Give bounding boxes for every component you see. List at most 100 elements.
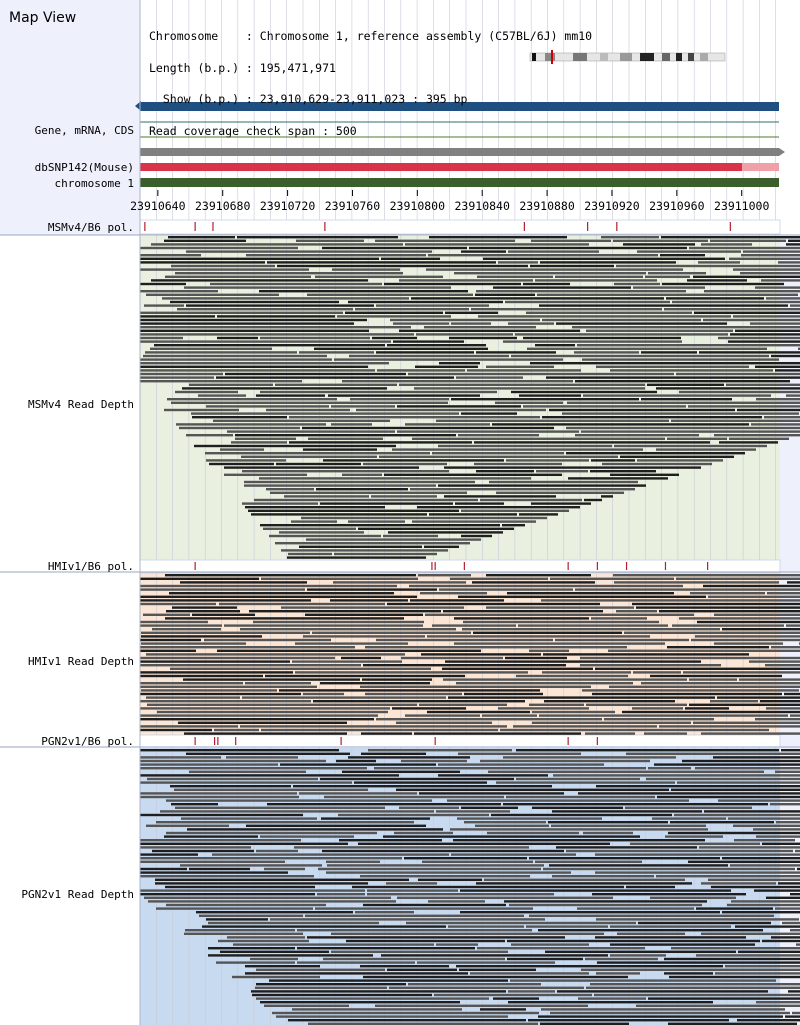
sequence-read bbox=[302, 426, 554, 430]
sequence-read bbox=[246, 254, 426, 257]
sequence-read bbox=[166, 903, 326, 907]
sequence-read bbox=[486, 574, 591, 577]
sequence-read bbox=[144, 896, 391, 899]
sequence-read bbox=[591, 617, 647, 620]
sequence-read bbox=[251, 513, 427, 516]
sequence-read bbox=[387, 968, 457, 971]
sequence-read bbox=[542, 416, 762, 419]
sequence-read bbox=[549, 408, 735, 412]
sequence-read bbox=[516, 674, 628, 678]
sequence-read bbox=[326, 860, 380, 863]
sequence-read bbox=[409, 584, 683, 588]
sequence-read bbox=[275, 383, 397, 386]
sequence-read bbox=[140, 893, 315, 896]
sequence-read bbox=[294, 846, 529, 849]
sequence-read bbox=[167, 398, 337, 401]
sequence-read bbox=[333, 581, 466, 584]
sequence-read bbox=[574, 351, 639, 354]
sequence-read bbox=[151, 279, 368, 282]
sequence-read bbox=[206, 918, 268, 921]
sequence-read bbox=[140, 813, 303, 817]
sequence-read bbox=[296, 239, 364, 242]
sequence-read bbox=[192, 613, 255, 616]
sequence-read bbox=[626, 752, 800, 755]
sequence-read bbox=[156, 907, 313, 910]
sequence-read bbox=[288, 552, 332, 556]
sequence-read bbox=[140, 372, 223, 376]
sequence-read bbox=[698, 261, 740, 264]
sequence-read bbox=[140, 774, 399, 777]
sequence-read bbox=[552, 810, 702, 813]
sequence-read bbox=[523, 282, 570, 286]
pol-strip bbox=[139, 219, 781, 235]
sequence-read bbox=[140, 257, 379, 260]
sequence-read bbox=[453, 839, 705, 842]
sequence-read bbox=[312, 631, 471, 634]
sequence-read bbox=[420, 592, 487, 595]
sequence-read bbox=[220, 950, 329, 953]
sequence-read bbox=[232, 975, 320, 979]
sequence-read bbox=[516, 749, 779, 752]
sequence-read bbox=[438, 774, 548, 777]
sequence-read bbox=[727, 903, 800, 907]
sequence-read bbox=[715, 972, 800, 975]
sequence-read bbox=[272, 1011, 539, 1015]
sequence-read bbox=[641, 351, 697, 354]
sequence-read bbox=[503, 340, 682, 343]
sequence-read bbox=[790, 304, 800, 307]
sequence-read bbox=[764, 416, 800, 419]
sequence-read bbox=[410, 599, 504, 602]
sequence-read bbox=[460, 889, 731, 892]
sequence-read bbox=[176, 423, 326, 426]
info-chromosome: Chromosome : Chromosome 1, reference ass… bbox=[149, 29, 593, 43]
sequence-read bbox=[650, 674, 782, 678]
sequence-read bbox=[667, 646, 769, 649]
sequence-read bbox=[580, 656, 800, 660]
sequence-read bbox=[614, 444, 767, 448]
sequence-read bbox=[141, 689, 277, 692]
sequence-read bbox=[526, 311, 692, 314]
sequence-read bbox=[170, 667, 431, 670]
sequence-read bbox=[418, 574, 471, 577]
sequence-read bbox=[454, 617, 589, 620]
sequence-read bbox=[790, 714, 800, 717]
sequence-read bbox=[349, 354, 509, 358]
sequence-read bbox=[730, 333, 800, 336]
sequence-read bbox=[731, 900, 800, 903]
sequence-read bbox=[604, 718, 714, 721]
sequence-read bbox=[418, 878, 482, 881]
sequence-read bbox=[154, 344, 385, 347]
sequence-read bbox=[545, 950, 736, 953]
sequence-read bbox=[448, 696, 715, 699]
sequence-read bbox=[523, 405, 686, 408]
sequence-read bbox=[412, 520, 536, 523]
sequence-read bbox=[511, 943, 589, 946]
sequence-read bbox=[259, 290, 468, 293]
sequence-read bbox=[591, 459, 635, 462]
sequence-read bbox=[733, 824, 800, 827]
sequence-read bbox=[457, 817, 602, 820]
sequence-read bbox=[530, 362, 800, 365]
sequence-read bbox=[140, 358, 332, 361]
sequence-read bbox=[371, 495, 437, 498]
sequence-read bbox=[245, 972, 468, 975]
sequence-read bbox=[728, 817, 800, 820]
sequence-read bbox=[331, 950, 508, 953]
sequence-read bbox=[165, 617, 404, 620]
sequence-read bbox=[377, 369, 465, 372]
sequence-read bbox=[404, 857, 527, 860]
sequence-read bbox=[557, 990, 768, 993]
sequence-read bbox=[152, 849, 254, 853]
sequence-read bbox=[478, 315, 731, 318]
sequence-read bbox=[205, 452, 430, 455]
sequence-read bbox=[454, 642, 665, 645]
sequence-read bbox=[235, 437, 296, 440]
sequence-read bbox=[342, 473, 382, 476]
sequence-read bbox=[256, 968, 385, 971]
sequence-read bbox=[460, 911, 720, 914]
sequence-read bbox=[217, 315, 335, 318]
sequence-read bbox=[233, 943, 434, 946]
sequence-read bbox=[291, 520, 337, 523]
sequence-read bbox=[488, 770, 764, 773]
